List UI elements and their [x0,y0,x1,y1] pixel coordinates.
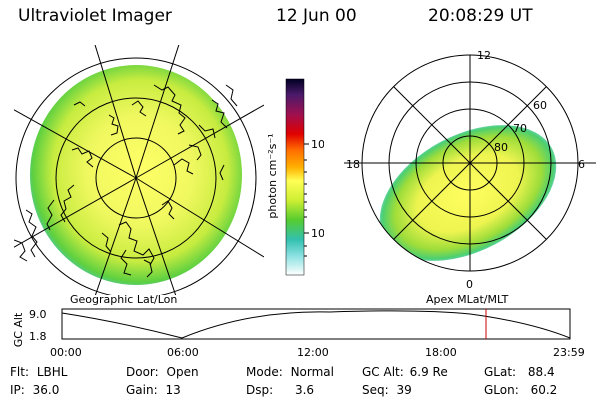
colorbar-ticks [304,143,309,257]
colorbar-tick-label: 100 [311,138,324,151]
info-door: Door: Open [126,365,199,379]
latitude-circle [55,97,217,259]
info-value: 13 [165,383,181,397]
info-label: GLon: [484,383,519,397]
image-title: Ultraviolet Imager [18,6,172,26]
colorbar-scale [285,78,305,276]
time-tick-4: 23:59 [553,346,585,359]
magnetic-polar-plot: 12 18 6 0 60 70 80 [344,49,596,291]
intensity-colorbar: 100 10 photon cm⁻²s⁻¹ [266,78,324,276]
info-label: GLat: [484,365,517,379]
info-label: Mode: [246,365,283,379]
info-dsp: Dsp: 3.6 [246,383,314,397]
info-value: Normal [290,365,334,379]
latitude-circle [95,137,177,219]
lat-label-80: 80 [494,141,508,154]
info-value: 3.6 [294,383,315,397]
info-label: Door: [126,365,159,379]
observation-time: 20:08:29 UT [428,6,533,26]
uv-emission-disk [30,65,242,285]
info-value: 6.9 Re [409,365,448,379]
info-label: Dsp: [246,383,274,397]
mlt-label-12: 12 [477,49,491,62]
colorbar-tick-label: 10 [311,227,324,240]
geographic-map [14,45,264,295]
time-tick-2: 12:00 [297,346,329,359]
info-value: 88.4 [527,365,555,379]
mlt-grid-lines [344,55,596,271]
altitude-tick-min: 1.8 [29,330,47,343]
info-value: 36.0 [32,383,60,397]
observation-date: 12 Jun 00 [276,6,357,26]
info-gc-alt: GC Alt: 6.9 Re [362,365,448,379]
info-value: LBHL [36,365,68,379]
info-label: Gain: [126,383,158,397]
info-glat: GLat: 88.4 [484,365,555,379]
info-glon: GLon: 60.2 [484,383,557,397]
time-tick-3: 18:00 [425,346,457,359]
colorbar-unit-label: photon cm⁻²s⁻¹ [266,133,279,218]
info-label: Seq: [362,383,389,397]
time-tick-1: 06:00 [167,346,199,359]
altitude-curve [61,310,571,339]
info-label: GC Alt: [362,365,404,379]
latitude-circle [15,57,257,295]
info-gain: Gain: 13 [126,383,181,397]
info-value: 39 [396,383,412,397]
mlt-label-18: 18 [346,158,360,171]
uv-emission-oval [379,125,557,261]
info-value: 60.2 [530,383,558,397]
info-label: Flt: [10,365,29,379]
altitude-tick-max: 9.0 [29,308,47,321]
mlt-label-0: 0 [466,278,473,291]
mlt-label-6: 6 [578,158,585,171]
altitude-timeline: GC Alt 9.0 1.8 [12,308,571,347]
info-value: Open [166,365,199,379]
timeline-frame [61,308,571,340]
longitude-lines [14,45,264,295]
coastline-outlines [14,84,238,278]
right-map-caption: Apex MLat/MLT [426,293,509,306]
altitude-axis-label: GC Alt [12,312,25,347]
info-label: IP: [10,383,25,397]
time-tick-0: 00:00 [50,346,82,359]
lat-label-60: 60 [533,99,547,112]
info-ip: IP: 36.0 [10,383,59,397]
lat-label-70: 70 [513,122,527,135]
info-seq: Seq: 39 [362,383,412,397]
left-map-caption: Geographic Lat/Lon [70,293,178,306]
info-mode: Mode: Normal [246,365,334,379]
info-flt: Flt: LBHL [10,365,67,379]
